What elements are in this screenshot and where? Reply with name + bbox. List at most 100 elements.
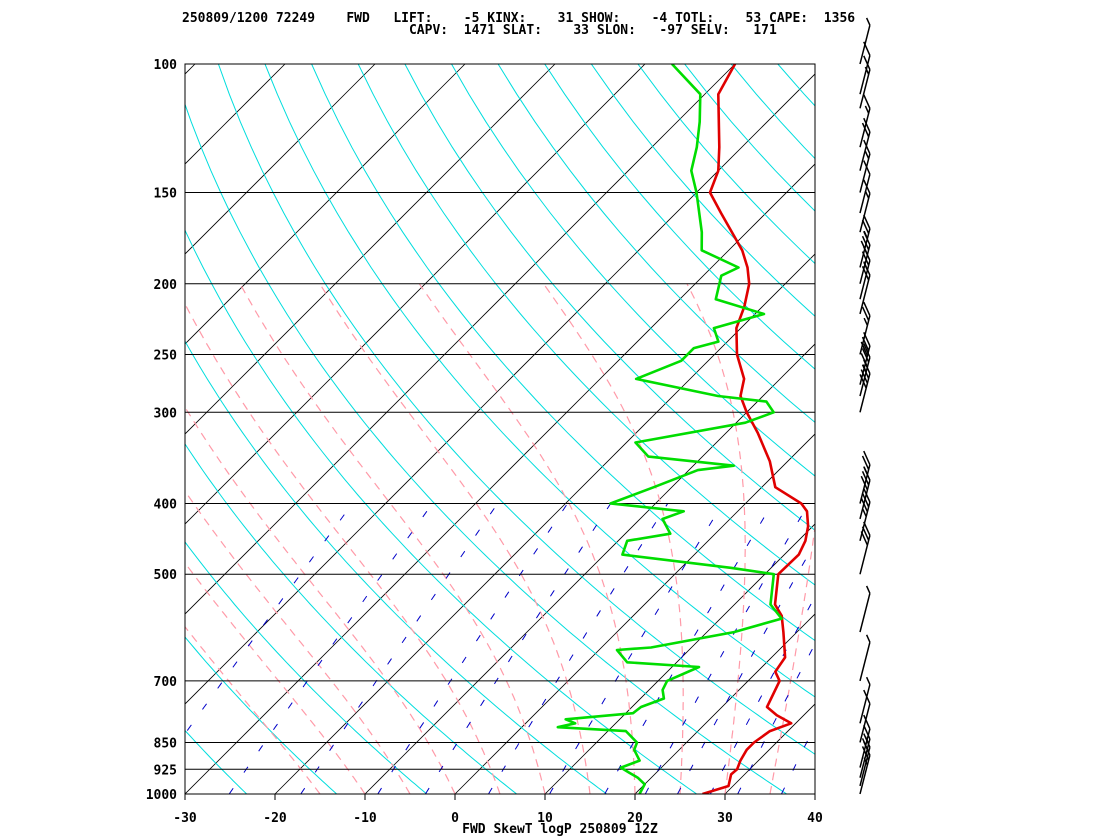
isotherm-line xyxy=(814,793,815,794)
wind-barb-feather xyxy=(861,306,870,321)
isotherm-line xyxy=(185,64,286,165)
wind-barb xyxy=(859,17,871,65)
moist-adiabat-line xyxy=(239,283,546,794)
wind-barb-feather xyxy=(865,585,871,594)
wind-barb-feather xyxy=(861,455,870,470)
temperature-tick-label: 20 xyxy=(627,811,643,826)
wind-barb-shaft xyxy=(859,501,871,542)
moist-adiabat-line xyxy=(185,302,501,794)
wind-barb xyxy=(859,117,871,171)
wind-barb-feather xyxy=(865,676,871,685)
isotherm-line xyxy=(185,64,376,255)
wind-barb-feather xyxy=(863,724,871,740)
dry-adiabat-line xyxy=(871,64,1120,794)
wind-barb-feather xyxy=(864,151,870,159)
pressure-tick-label: 400 xyxy=(154,498,178,513)
wind-barb-shaft xyxy=(859,373,871,413)
moist-adiabat-line xyxy=(418,283,636,794)
temperature-tick-label: -10 xyxy=(353,811,377,826)
wind-barb xyxy=(859,676,871,724)
moist-adiabat-line xyxy=(769,521,815,794)
dry-adiabat-line xyxy=(590,64,815,317)
isotherm-line xyxy=(724,703,815,794)
wind-barb-feather xyxy=(861,348,870,363)
wind-barb-feather xyxy=(860,475,869,491)
pressure-tick-label: 200 xyxy=(154,278,178,293)
wind-barb-shaft xyxy=(859,315,871,355)
wind-barb xyxy=(859,521,871,575)
wind-barbs xyxy=(859,17,871,795)
dry-adiabat-line xyxy=(777,64,815,107)
wind-barb xyxy=(859,343,871,397)
dry-adiabat-line xyxy=(311,64,815,642)
wind-barb-feather xyxy=(863,466,869,475)
moist-adiabat-line xyxy=(686,283,746,794)
wind-barb xyxy=(859,634,871,682)
isotherm-line xyxy=(544,523,815,794)
wind-barb-shaft xyxy=(859,684,871,724)
isotherm-line xyxy=(185,73,815,705)
wind-barb-shaft xyxy=(859,131,871,171)
wind-barb-shaft xyxy=(859,174,871,214)
temperature-tick-label: 10 xyxy=(537,811,553,826)
wind-barb-feather xyxy=(863,230,869,239)
pressure-tick-label: 1000 xyxy=(146,788,177,803)
wind-barb-shaft xyxy=(859,69,871,109)
temperature-tick-label: 30 xyxy=(717,811,733,826)
pressure-tick-label: 300 xyxy=(154,406,178,421)
wind-barb-shaft xyxy=(859,641,871,682)
wind-barb-feather xyxy=(863,317,869,326)
wind-barb-shaft xyxy=(859,345,871,385)
wind-barb-shaft xyxy=(859,535,871,575)
wind-barb-feather xyxy=(863,214,871,230)
wind-barb-feather xyxy=(862,509,867,517)
pressure-tick-label: 850 xyxy=(154,736,178,751)
dry-adiabat-line xyxy=(0,64,157,794)
temperature-profile-line xyxy=(702,64,810,794)
temperature-tick-label: -30 xyxy=(173,811,197,826)
wind-barb-shaft xyxy=(859,260,871,300)
wind-barb-shaft xyxy=(859,244,871,284)
moist-adiabat-line xyxy=(185,406,456,794)
plot-frame xyxy=(184,63,816,795)
isotherm-line xyxy=(454,433,815,794)
moist-adiabat-line xyxy=(319,283,591,794)
pressure-tick-label: 250 xyxy=(154,348,178,363)
wind-barb-shaft xyxy=(859,728,871,768)
wind-barb-shaft xyxy=(859,108,871,148)
wind-barb-feather xyxy=(863,343,871,358)
wind-barb-shaft xyxy=(859,228,871,268)
wind-barb xyxy=(859,214,871,268)
wind-barb-shaft xyxy=(859,703,871,743)
wind-barb-feather xyxy=(860,352,869,368)
wind-barb-feather xyxy=(861,471,870,486)
isotherm-line xyxy=(364,343,815,794)
dry-adiabat-line xyxy=(404,64,815,531)
wind-barb-feather xyxy=(863,117,871,133)
wind-barb-feather xyxy=(865,634,871,643)
moist-adiabat-line xyxy=(185,625,321,794)
pressure-tick-label: 925 xyxy=(154,763,177,778)
dry-adiabat-line xyxy=(185,443,518,794)
dewpoint-profile-line xyxy=(556,64,783,794)
temperature-tick-label: -20 xyxy=(263,811,287,826)
wind-barb-shaft xyxy=(859,755,871,795)
pressure-tick-label: 150 xyxy=(154,187,178,202)
wind-barb xyxy=(859,94,871,148)
wind-barb-feather xyxy=(861,122,870,138)
wind-barb-shaft xyxy=(859,464,871,504)
isotherm-line xyxy=(185,163,815,794)
wind-barb xyxy=(859,585,871,633)
pressure-tick-label: 100 xyxy=(154,58,178,73)
pressure-tick-label: 700 xyxy=(154,675,178,690)
chart-footer-title: FWD SkewT logP 250809 12Z xyxy=(462,822,658,837)
mixing-ratio-line xyxy=(377,503,568,794)
wind-barb-shaft xyxy=(859,738,871,778)
dry-adiabat-line xyxy=(544,64,815,370)
isotherm-line xyxy=(185,64,466,345)
profiles xyxy=(556,64,810,794)
dry-adiabat-line xyxy=(185,541,428,794)
isotherm-line xyxy=(185,64,556,435)
